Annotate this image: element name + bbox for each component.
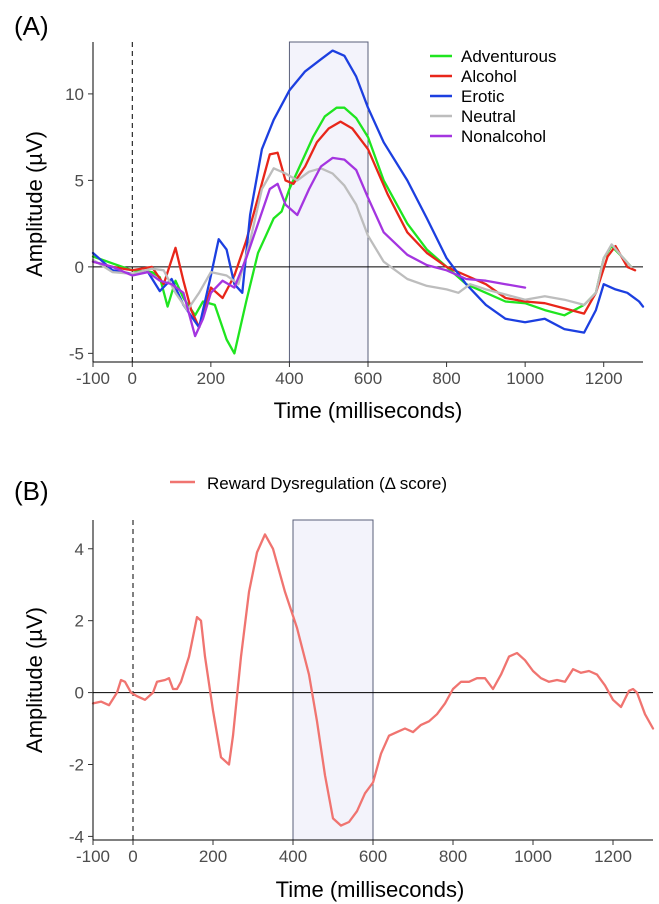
panel-a-series-line-adventurous (91, 106, 633, 355)
panel-b-y-axis-title: Amplitude (µV) (22, 607, 47, 753)
panel-b: (B) Reward Dysregulation (Δ score) -100 0… (14, 474, 655, 902)
panel-b-x-tick-label: 1000 (514, 847, 552, 866)
panel-b-legend-label: Reward Dysregulation (Δ score) (207, 474, 447, 493)
panel-a-x-tick-label: 600 (354, 369, 382, 388)
panel-b-x-tick-label: -100 (76, 847, 110, 866)
panel-a-x-tick-label: -100 (76, 369, 110, 388)
panel-b-legend: Reward Dysregulation (Δ score) (170, 474, 447, 493)
panel-a-series-line-erotic (91, 49, 645, 334)
panel-a-series-line-neutral (91, 167, 633, 312)
panel-b-y-tick-label: -4 (69, 827, 84, 846)
panel-b-y-tick-label: 2 (75, 612, 84, 631)
panel-a: (A) -100 0 200 400 600 800 1000 1200 -5 0 5 10 Adve… (14, 11, 645, 423)
panel-b-x-tick-label: 600 (359, 847, 387, 866)
panel-a-legend-label: Alcohol (461, 67, 517, 86)
panel-b-x-tick-label: 1200 (594, 847, 632, 866)
panel-b-y-tick-label: 0 (75, 684, 84, 703)
panel-b-x-tick-label: 0 (128, 847, 137, 866)
panel-a-legend-label: Adventurous (461, 47, 556, 66)
panel-a-x-tick-label: 400 (275, 369, 303, 388)
panel-a-y-tick-label: -5 (69, 344, 84, 363)
panel-a-y-axis-title: Amplitude (µV) (22, 131, 47, 277)
panel-a-x-tick-label: 1200 (585, 369, 623, 388)
panel-b-x-tick-label: 400 (279, 847, 307, 866)
panel-b-series-line-reward (91, 533, 655, 827)
panel-a-legend-label: Nonalcohol (461, 127, 546, 146)
panel-a-x-tick-label: 800 (432, 369, 460, 388)
panel-b-x-tick-label: 800 (439, 847, 467, 866)
panel-a-legend-label: Erotic (461, 87, 505, 106)
panel-b-x-axis-title: Time (milliseconds) (276, 877, 465, 902)
panel-a-shaded-window (288, 41, 369, 363)
panel-a-legend-label: Neutral (461, 107, 516, 126)
panel-a-x-tick-label: 1000 (506, 369, 544, 388)
panel-a-series-line-nonalcohol (91, 156, 527, 338)
panel-b-y-tick-label: -2 (69, 755, 84, 774)
panel-b-shaded-window (292, 519, 374, 841)
panel-b-plot-area: -100 0 200 400 600 800 1000 1200 -4 -2 0 2 4 (69, 519, 655, 866)
panel-a-label: (A) (14, 11, 49, 41)
panel-a-legend: AdventurousAlcoholEroticNeutralNonalcoho… (430, 47, 556, 146)
panel-a-y-tick-label: 5 (75, 171, 84, 190)
panel-b-label: (B) (14, 476, 49, 506)
panel-a-y-tick-label: 10 (65, 85, 84, 104)
panel-a-x-tick-label: 0 (128, 369, 137, 388)
panel-a-series-line-alcohol (91, 120, 637, 329)
panel-b-y-tick-label: 4 (75, 540, 84, 559)
panel-a-y-tick-label: 0 (75, 258, 84, 277)
panel-a-x-axis-title: Time (milliseconds) (274, 398, 463, 423)
panel-a-plot-area: -100 0 200 400 600 800 1000 1200 -5 0 5 10 (65, 41, 645, 388)
panel-a-x-tick-label: 200 (197, 369, 225, 388)
panel-b-x-tick-label: 200 (199, 847, 227, 866)
